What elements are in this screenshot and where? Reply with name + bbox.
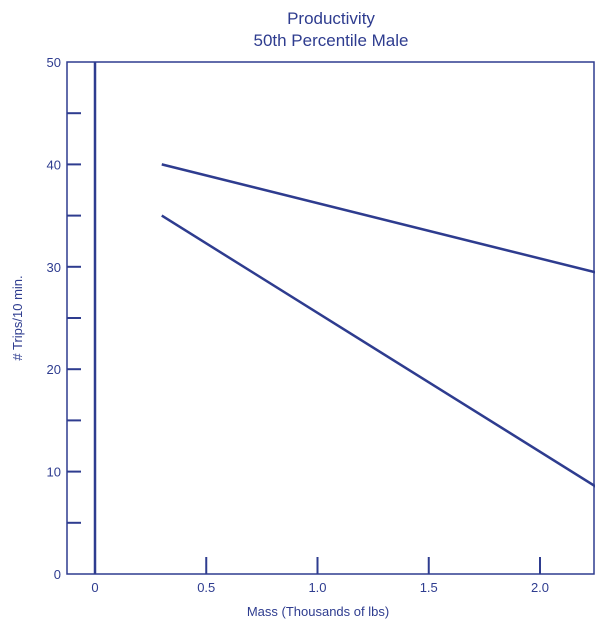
x-tick-label: 0 [91,580,98,595]
y-axis-label: # Trips/10 min. [10,275,25,360]
series-line-wsc [161,163,595,274]
series-lines: WSCI-Beam [161,163,595,488]
series-line-i-beam [161,214,595,488]
x-tick-label: 2.0 [531,580,549,595]
y-tick-label: 40 [47,157,61,172]
plot-frame [66,61,595,575]
y-tick-label: 0 [54,567,61,582]
y-tick-label: 20 [47,362,61,377]
chart-title: Productivity [287,9,375,28]
x-axis-label: Mass (Thousands of lbs) [247,604,389,619]
x-tick-label: 1.0 [308,580,326,595]
x-tick-label: 0.5 [197,580,215,595]
y-tick-label: 50 [47,55,61,70]
y-tick-label: 10 [47,465,61,480]
chart-subtitle: 50th Percentile Male [254,31,409,50]
y-tick-label: 30 [47,260,61,275]
x-tick-label: 1.5 [420,580,438,595]
